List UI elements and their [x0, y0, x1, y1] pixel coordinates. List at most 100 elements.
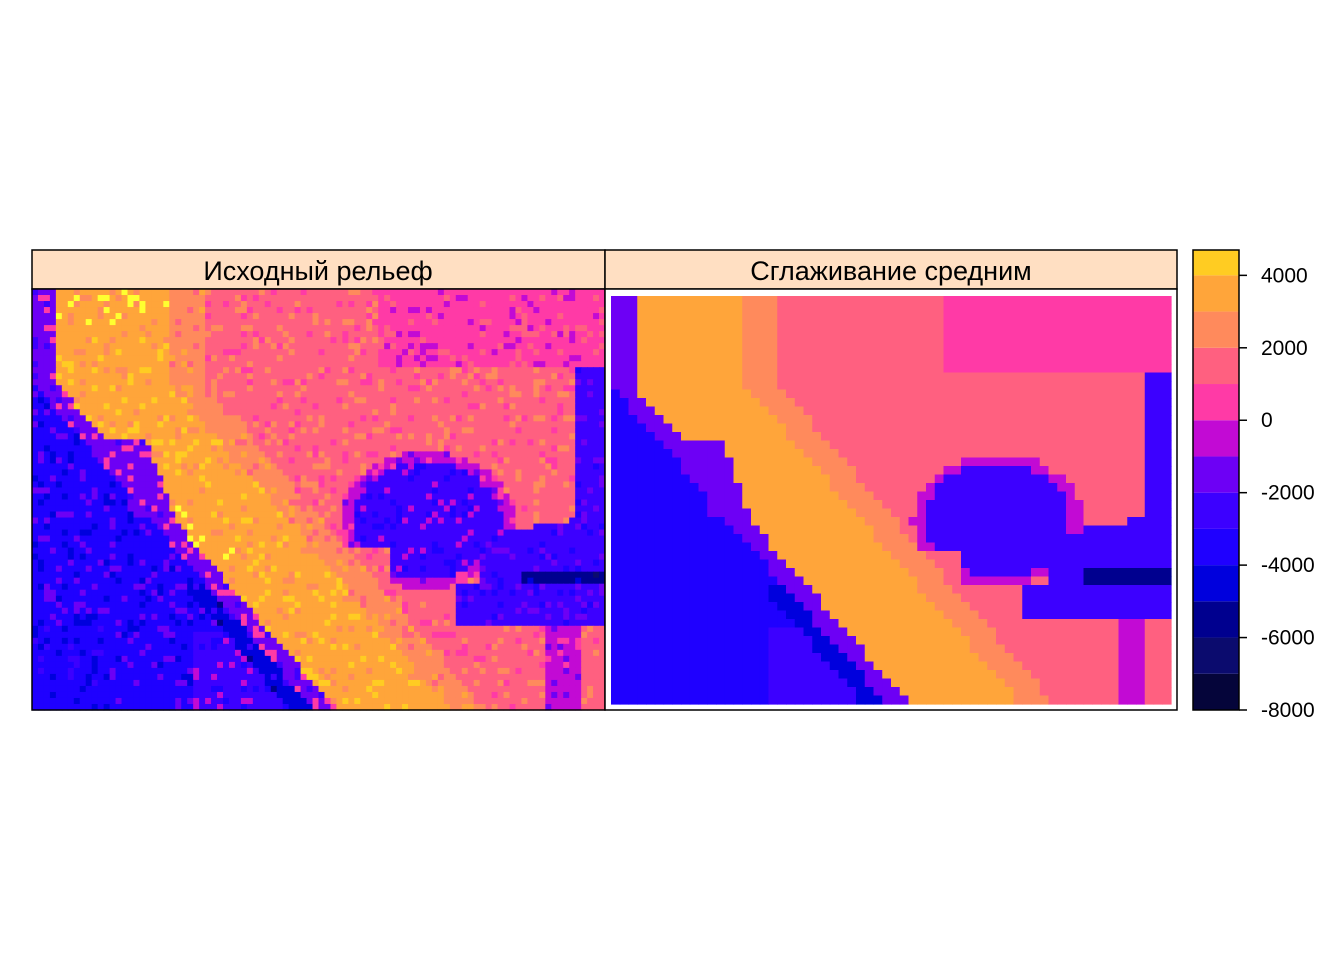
heatmap-cell — [103, 565, 111, 573]
heatmap-cell — [330, 397, 338, 404]
heatmap-cell — [115, 343, 123, 350]
heatmap-cell — [366, 427, 373, 434]
heatmap-cell — [539, 481, 546, 489]
heatmap-cell — [587, 301, 594, 308]
heatmap-cell — [378, 547, 385, 555]
heatmap-cell — [55, 541, 63, 549]
heatmap-cell — [37, 301, 45, 308]
heatmap-cell — [336, 481, 343, 489]
heatmap-cell — [396, 589, 403, 597]
heatmap-cell — [390, 409, 397, 416]
heatmap-cell — [288, 361, 296, 368]
heatmap-cell — [193, 331, 200, 338]
heatmap-cell — [228, 499, 236, 507]
heatmap-cell — [133, 343, 141, 350]
heatmap-cell — [85, 511, 93, 519]
heatmap-cell — [73, 493, 81, 501]
heatmap-cell — [569, 325, 576, 332]
heatmap-cell — [599, 589, 606, 597]
heatmap-cell — [408, 481, 415, 489]
heatmap-cell — [443, 403, 451, 410]
heatmap-cell — [593, 577, 600, 585]
heatmap-cell — [282, 319, 290, 326]
heatmap-cell — [193, 475, 200, 483]
heatmap-cell — [324, 457, 332, 465]
heatmap-cell — [264, 457, 272, 465]
heatmap-cell — [97, 445, 105, 452]
heatmap-cell — [234, 469, 242, 477]
heatmap-cell — [390, 313, 397, 320]
heatmap-cell — [79, 295, 87, 302]
heatmap-cell — [258, 469, 266, 477]
heatmap-cell — [252, 565, 260, 573]
heatmap-cell — [103, 457, 111, 465]
heatmap-cell — [199, 337, 206, 344]
heatmap-cell — [252, 517, 260, 525]
heatmap-cell — [461, 457, 469, 465]
heatmap-cell — [449, 349, 457, 356]
heatmap-cell — [294, 361, 302, 368]
heatmap-cell — [449, 397, 457, 404]
heatmap-cell — [581, 415, 588, 422]
heatmap-cell — [551, 541, 558, 549]
heatmap-cell — [205, 289, 212, 296]
heatmap-cell — [205, 559, 212, 567]
heatmap-cell — [37, 601, 45, 609]
heatmap-cell — [425, 499, 433, 507]
heatmap-cell — [593, 415, 600, 422]
heatmap-cell — [557, 373, 564, 380]
heatmap-cell — [270, 451, 278, 458]
heatmap-cell — [455, 595, 463, 603]
heatmap-cell — [533, 541, 540, 549]
heatmap-cell — [485, 475, 493, 483]
heatmap-cell — [437, 421, 445, 428]
heatmap-cell — [545, 511, 552, 519]
heatmap-cell — [49, 595, 57, 603]
heatmap-cell — [32, 565, 39, 573]
heatmap-cell — [223, 559, 230, 567]
heatmap-cell — [402, 565, 409, 573]
heatmap-cell — [485, 487, 493, 495]
heatmap-cell — [378, 397, 385, 404]
heatmap-cell — [509, 331, 517, 338]
heatmap-cell — [396, 343, 403, 350]
heatmap-cell — [181, 469, 188, 477]
heatmap-cell — [318, 565, 326, 573]
heatmap-cell — [587, 307, 594, 314]
heatmap-cell — [569, 547, 576, 555]
heatmap-cell — [527, 559, 534, 567]
heatmap-cell — [318, 319, 326, 326]
heatmap-cell — [217, 409, 224, 416]
heatmap-cell — [258, 559, 266, 567]
heatmap-cell — [61, 577, 69, 585]
heatmap-cell — [282, 523, 290, 531]
heatmap-cell — [354, 379, 361, 386]
heatmap-cell — [533, 325, 540, 332]
heatmap-cell — [217, 379, 224, 386]
heatmap-cell — [294, 583, 302, 591]
heatmap-cell — [581, 307, 588, 314]
heatmap-cell — [503, 343, 511, 350]
heatmap-cell — [67, 487, 75, 495]
heatmap-cell — [461, 379, 469, 386]
heatmap-cell — [109, 385, 117, 392]
heatmap-cell — [354, 577, 361, 585]
heatmap-cell — [258, 403, 266, 410]
heatmap-cell — [258, 595, 266, 603]
heatmap-cell — [599, 295, 606, 302]
heatmap-cell — [378, 355, 385, 362]
heatmap-cell — [79, 529, 87, 537]
heatmap-cell — [300, 541, 308, 549]
heatmap-cell — [288, 589, 296, 597]
heatmap-cell — [79, 313, 87, 320]
heatmap-cell — [527, 313, 534, 320]
heatmap-cell — [109, 289, 117, 296]
heatmap-cell — [163, 427, 170, 434]
heatmap-cell — [169, 367, 176, 374]
heatmap-cell — [91, 445, 99, 452]
heatmap-cell — [276, 319, 284, 326]
heatmap-cell — [527, 481, 534, 489]
heatmap-cell — [151, 301, 158, 308]
heatmap-cell — [264, 529, 272, 537]
heatmap-cell — [270, 457, 278, 465]
